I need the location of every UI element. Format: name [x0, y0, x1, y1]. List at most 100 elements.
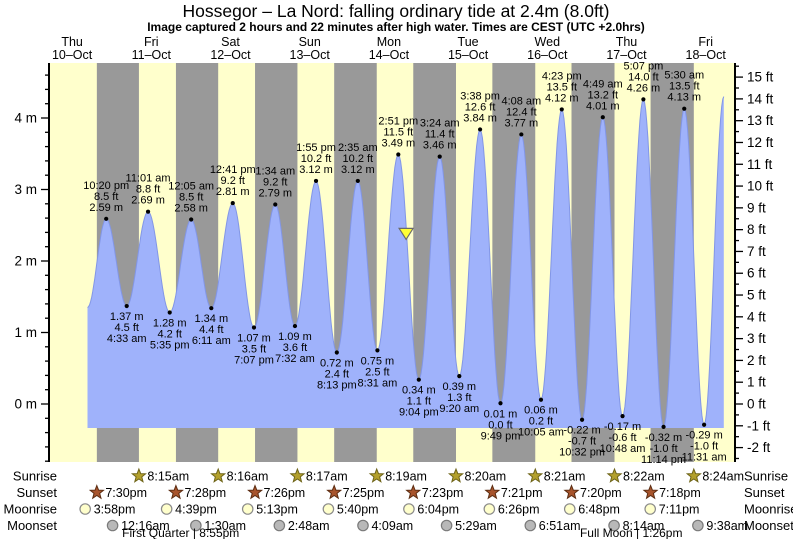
tide-high-label-line: 3.46 m: [423, 140, 457, 152]
right-axis-tick-label: 4 ft: [747, 309, 766, 324]
tide-high-label-line: 9.2 ft: [263, 177, 287, 189]
tide-high-label-line: 4.13 m: [667, 92, 701, 104]
moonset-time: 1:30am: [204, 519, 246, 533]
sunrise-star-icon: [289, 467, 306, 483]
tide-dot: [600, 115, 605, 120]
tide-high-label-line: 4.01 m: [586, 100, 620, 112]
sunrise-star-icon: [447, 467, 465, 483]
tide-high-label-line: 2:51 pm: [378, 115, 418, 127]
day-labels-layer: Thu10–OctFri11–OctSat12–OctSun13–OctMon1…: [52, 35, 726, 62]
right-axis-tick-label: -1 ft: [747, 418, 771, 433]
tide-low-label-line: 0.0 ft: [488, 419, 512, 431]
tide-low-label-line: 1.37 m: [110, 311, 144, 323]
sunset-time: 7:30pm: [105, 486, 147, 500]
day-label-date: 18–Oct: [686, 48, 727, 62]
sunrise-time: 8:24am: [702, 470, 744, 484]
tide-high-label-line: 2:35 am: [338, 142, 378, 154]
tide-dot: [477, 127, 483, 132]
tide-high-label-line: 11.4 ft: [425, 129, 455, 141]
tide-low-label-line: 6:11 am: [192, 335, 231, 347]
day-label-name: Fri: [144, 35, 159, 49]
tide-low-label-line: -1.0 ft: [690, 441, 718, 453]
tide-low-label-line: 0.2 ft: [529, 416, 553, 428]
current-tide-marker: [398, 227, 415, 241]
sunrise-time: 8:15am: [147, 470, 189, 484]
tide-low-label-line: 0.72 m: [320, 358, 354, 370]
sunrise-time: 8:20am: [465, 470, 507, 484]
day-label-date: 10–Oct: [52, 48, 93, 62]
moonrise-time: 3:58pm: [94, 503, 136, 517]
sunrise-star-icon: [130, 467, 147, 483]
sunset-star-icon: [247, 484, 264, 500]
tide-curve-layer: [87, 96, 725, 429]
sunset-time: 7:23pm: [422, 486, 464, 500]
day-label-name: Sat: [221, 35, 240, 49]
day-label-name: Sun: [299, 35, 321, 49]
tide-high-label-line: 2.59 m: [89, 202, 123, 214]
tide-high-label-line: 3.49 m: [381, 137, 415, 149]
sunrise-time: 8:19am: [385, 470, 427, 484]
tide-high-label-line: 11.5 ft: [383, 126, 413, 138]
sunset-star-icon: [484, 484, 501, 500]
sunrise-time: 8:17am: [306, 470, 348, 484]
tide-low-label-line: -0.7 ft: [568, 436, 596, 448]
tide-low-label-line: 7:32 am: [275, 353, 315, 365]
left-axis-tick-label: 3 m: [14, 182, 37, 197]
right-axis-tick-label: 10 ft: [747, 179, 774, 194]
right-axis-tick-label: 6 ft: [747, 266, 766, 281]
tide-low-label-line: 0.01 m: [484, 408, 518, 420]
tide-low-label-line: 0.06 m: [524, 405, 558, 417]
right-axis-tick-label: 7 ft: [747, 244, 766, 259]
tide-high-label-line: 10.2 ft: [301, 153, 332, 165]
tide-dot: [661, 424, 666, 429]
right-axis-tick-label: 11 ft: [747, 157, 773, 172]
tide-low-label-line: 4.2 ft: [157, 328, 181, 340]
tide-high-label-line: 1:34 am: [255, 166, 295, 178]
tide-dot: [641, 97, 646, 102]
moonrise-circle-icon: [322, 503, 335, 515]
row-label-moonrise-right: Moonrise: [744, 502, 793, 517]
sunset-time: 7:18pm: [659, 486, 701, 500]
moonset-time: 2:48am: [288, 519, 330, 533]
sunrise-star-icon: [685, 467, 702, 483]
tide-low-label-line: 8:13 pm: [317, 380, 357, 392]
tide-high-label-line: 3.77 m: [505, 117, 539, 129]
tide-low-label-line: -1.0 ft: [650, 443, 678, 455]
tide-dot: [104, 216, 109, 221]
day-label-date: 15–Oct: [448, 48, 489, 62]
chart-subtitle: Image captured 2 hours and 22 minutes af…: [147, 20, 645, 34]
tide-dot: [682, 106, 687, 111]
row-label-moonset-left: Moonset: [7, 518, 57, 533]
left-axis-tick-label: 0 m: [14, 397, 37, 412]
row-label-sunrise-right: Sunrise: [744, 469, 788, 484]
tide-low-label-line: 1.3 ft: [447, 392, 471, 404]
tide-dot: [167, 310, 172, 315]
tide-high-label-line: 5:30 am: [664, 70, 704, 82]
moonset-circle-icon: [692, 519, 704, 532]
moonset-time: 4:09am: [371, 519, 413, 533]
right-axis-tick-label: 2 ft: [747, 353, 766, 368]
moonrise-circle-icon: [483, 503, 496, 515]
moonset-circle-icon: [106, 519, 119, 532]
tide-high-label-line: 8.8 ft: [136, 184, 160, 196]
left-axis-tick-label: 1 m: [14, 325, 37, 340]
tide-low-label-line: 10:48 am: [600, 443, 646, 455]
tide-high-label-line: 2.79 m: [258, 188, 292, 200]
sunset-star-icon: [405, 484, 422, 500]
tide-dot: [189, 217, 194, 222]
sunrise-star-icon: [210, 467, 227, 483]
moon-phase-note: First Quarter | 8:55pm: [122, 526, 239, 539]
tide-low-label-line: 0.39 m: [442, 381, 476, 393]
tide-high-label-line: 8.5 ft: [94, 191, 118, 203]
sun-moon-rows-layer: Sunrise Sunrise 8:15am 8:16am 8:17am 8:19am 8:…: [4, 467, 793, 539]
tide-low-label-line: 1.28 m: [153, 317, 187, 329]
right-axis-tick-label: -2 ft: [747, 440, 771, 455]
day-label-name: Mon: [377, 35, 401, 49]
right-axis-tick-label: 9 ft: [747, 200, 766, 215]
moonset-circle-icon: [524, 519, 537, 532]
current-marker-layer: [398, 227, 415, 241]
tide-dot: [292, 323, 298, 329]
tide-dot: [230, 200, 235, 206]
day-label-name: Wed: [535, 35, 561, 49]
tide-dot: [498, 401, 503, 406]
